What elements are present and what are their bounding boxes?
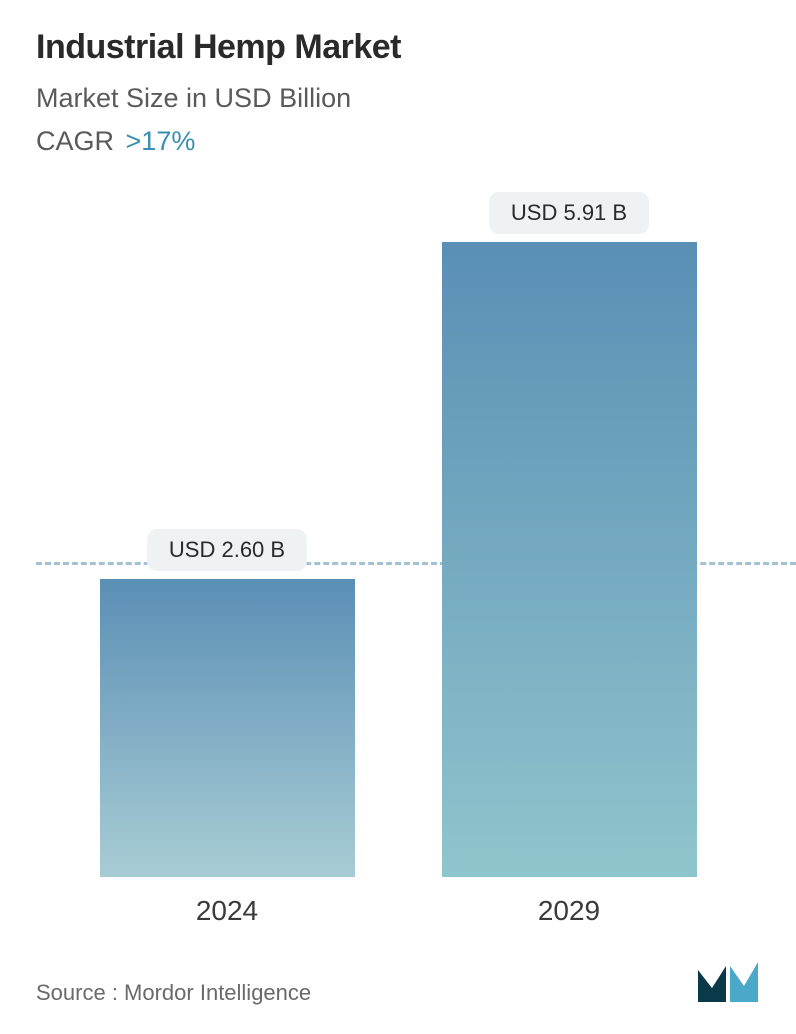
bar-group-2024: USD 2.60 B — [100, 529, 355, 877]
bar-2029 — [442, 242, 697, 877]
x-axis-labels: 2024 2029 — [36, 877, 760, 927]
chart-area: USD 2.60 B USD 5.91 B — [36, 197, 760, 877]
cagr-label: CAGR — [36, 126, 114, 156]
source-text: Source : Mordor Intelligence — [36, 980, 311, 1006]
bar-value-label: USD 5.91 B — [489, 192, 649, 234]
x-label-2024: 2024 — [100, 895, 355, 927]
chart-subtitle: Market Size in USD Billion — [36, 83, 760, 114]
footer: Source : Mordor Intelligence — [36, 958, 760, 1006]
bars-wrapper: USD 2.60 B USD 5.91 B — [36, 197, 760, 877]
bar-group-2029: USD 5.91 B — [442, 192, 697, 877]
chart-title: Industrial Hemp Market — [36, 28, 760, 67]
x-label-2029: 2029 — [442, 895, 697, 927]
bar-2024 — [100, 579, 355, 877]
chart-container: Industrial Hemp Market Market Size in US… — [0, 0, 796, 1034]
logo-icon — [696, 958, 760, 1006]
brand-logo — [696, 958, 760, 1006]
cagr-value: >17% — [126, 126, 196, 156]
cagr-row: CAGR >17% — [36, 126, 760, 157]
bar-value-label: USD 2.60 B — [147, 529, 307, 571]
